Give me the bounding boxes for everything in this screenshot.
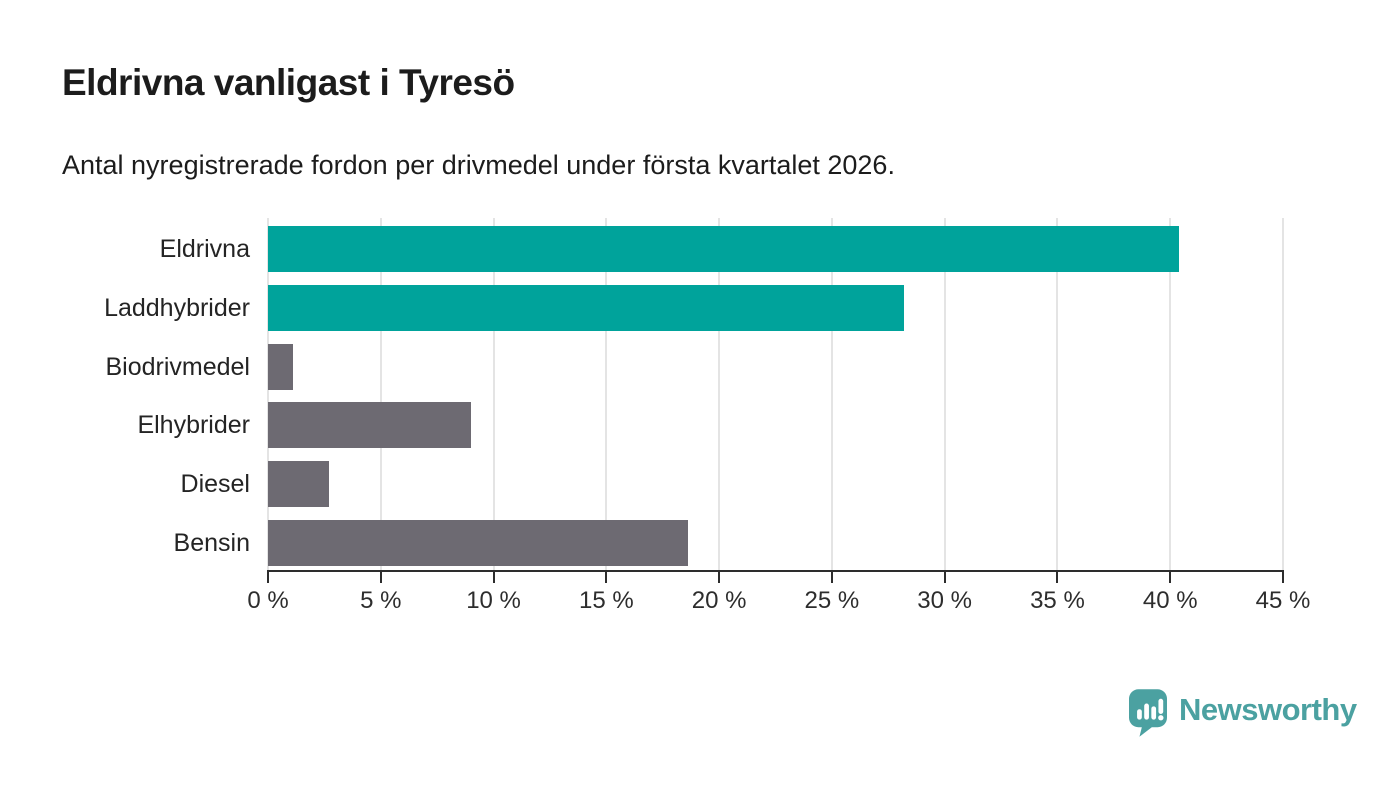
gridline-15 — [605, 218, 608, 570]
x-tick-25 — [830, 570, 833, 583]
x-tick-label-0: 0 % — [247, 587, 289, 614]
gridline-25 — [830, 218, 833, 570]
gridline-45 — [1282, 218, 1284, 570]
gridline-0 — [267, 218, 269, 570]
x-tick-20 — [718, 570, 721, 583]
gridline-20 — [718, 218, 721, 570]
x-tick-45 — [1282, 570, 1284, 583]
x-tick-40 — [1169, 570, 1172, 583]
x-tick-label-20: 20 % — [691, 587, 747, 614]
bar-laddhybrider — [268, 285, 905, 331]
bar-eldrivna — [268, 226, 1180, 273]
x-tick-label-30: 30 % — [917, 587, 972, 614]
bar-diesel — [268, 461, 329, 507]
x-tick-0 — [267, 570, 269, 583]
gridline-40 — [1169, 218, 1172, 570]
gridline-10 — [492, 218, 495, 570]
x-tick-label-5: 5 % — [360, 587, 402, 614]
gridline-5 — [379, 218, 382, 570]
x-tick-label-45: 45 % — [1255, 587, 1311, 614]
bar-biodrivmedel — [268, 343, 293, 390]
chart-subtitle: Antal nyregistrerade fordon per drivmede… — [62, 150, 895, 180]
gridline-30 — [943, 218, 946, 570]
y-label-biodrivmedel: Biodrivmedel — [105, 352, 250, 381]
x-tick-10 — [492, 570, 495, 583]
x-tick-5 — [379, 570, 382, 583]
y-label-eldrivna: Eldrivna — [159, 235, 250, 264]
chart-title: Eldrivna vanligast i Tyresö — [62, 62, 515, 103]
y-label-laddhybrider: Laddhybrider — [104, 294, 250, 322]
x-tick-15 — [605, 570, 608, 583]
x-axis-line — [267, 570, 1284, 572]
x-tick-label-25: 25 % — [804, 587, 860, 614]
y-label-elhybrider: Elhybrider — [137, 411, 250, 440]
x-tick-35 — [1056, 570, 1059, 583]
x-tick-label-10: 10 % — [466, 587, 521, 614]
bar-elhybrider — [268, 402, 471, 449]
gridline-35 — [1056, 218, 1059, 570]
x-tick-30 — [943, 570, 946, 583]
bar-bensin — [268, 519, 688, 566]
y-label-diesel: Diesel — [180, 470, 250, 498]
plot-area — [267, 218, 1284, 570]
x-tick-label-15: 15 % — [578, 587, 634, 614]
brand-name: Newsworthy — [1179, 692, 1357, 727]
newsworthy-logo-icon — [1129, 689, 1167, 737]
y-label-bensin: Bensin — [173, 528, 250, 557]
x-tick-label-35: 35 % — [1030, 587, 1085, 614]
x-tick-label-40: 40 % — [1142, 587, 1198, 614]
brand-logo: Newsworthy — [1129, 689, 1357, 737]
